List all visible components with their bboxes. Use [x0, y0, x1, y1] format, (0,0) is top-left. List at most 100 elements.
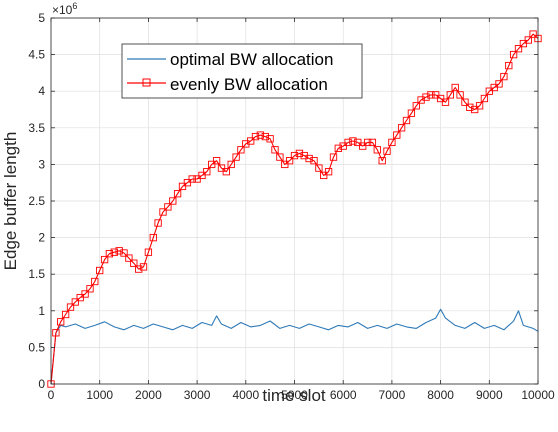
data-point-marker [232, 153, 240, 161]
x-tick-label: 1000 [86, 388, 113, 402]
x-tick-label: 3000 [184, 388, 211, 402]
x-tick-label: 5000 [281, 388, 308, 402]
data-point-marker [173, 190, 182, 198]
y-tick-label: 0.5 [28, 340, 45, 354]
data-point-marker [130, 259, 138, 267]
data-point-marker [514, 45, 523, 53]
x-tick-label: 6000 [330, 388, 357, 402]
data-point-marker [480, 94, 489, 103]
data-point-marker [247, 137, 255, 145]
data-point-marker [471, 105, 479, 114]
data-point-marker [212, 157, 221, 165]
data-point-marker [271, 146, 279, 154]
x-tick-label: 7000 [379, 388, 406, 402]
data-point-marker [110, 248, 118, 256]
x-tick-label: 2000 [135, 388, 162, 402]
y-tick-label: 3 [38, 157, 45, 171]
data-point-marker [237, 146, 245, 154]
series-group [47, 30, 542, 388]
data-point-marker [227, 160, 235, 169]
data-point-marker [164, 203, 172, 211]
data-point-marker [466, 103, 474, 111]
data-point-marker [115, 247, 123, 255]
data-point-marker [324, 168, 333, 176]
data-point-marker [61, 310, 70, 319]
data-point-marker [276, 153, 284, 161]
data-point-marker [461, 98, 469, 106]
data-point-marker [281, 160, 289, 169]
data-point-marker [91, 277, 99, 286]
x-tick-label: 0 [48, 388, 55, 402]
y-tick-label: 5 [38, 11, 45, 25]
data-point-marker [446, 91, 454, 99]
data-point-marker [339, 142, 347, 150]
data-point-marker [81, 290, 89, 298]
data-point-marker [422, 93, 430, 101]
y-tick-label: 4.5 [28, 48, 45, 62]
data-point-marker [66, 303, 75, 311]
data-point-marker [222, 168, 230, 176]
legend-box [121, 43, 363, 99]
data-point-marker [393, 131, 401, 139]
data-point-marker [159, 208, 167, 216]
data-point-marker [368, 138, 377, 147]
data-point-marker [436, 94, 445, 103]
data-point-marker [120, 249, 128, 257]
series-line-optimal [50, 308, 539, 385]
data-point-marker [208, 160, 216, 169]
x-tick-label: 4000 [232, 388, 259, 402]
data-point-marker [329, 153, 338, 161]
data-point-marker [354, 138, 362, 147]
data-point-marker [359, 142, 367, 150]
y-tick-label: 3.5 [28, 121, 45, 135]
data-point-marker [315, 164, 323, 172]
data-point-marker [188, 175, 196, 183]
data-point-marker [397, 124, 406, 132]
data-point-marker [251, 132, 260, 141]
y-exponent-label: ×106 [52, 1, 77, 17]
data-point-marker [485, 87, 493, 95]
data-point-marker [505, 61, 513, 70]
data-point-marker [334, 144, 342, 152]
data-point-marker [96, 266, 104, 275]
data-point-marker [383, 147, 391, 155]
data-point-marker [285, 157, 294, 165]
data-point-marker [373, 146, 381, 154]
data-point-marker [57, 318, 65, 326]
x-tick-label: 10000 [521, 388, 555, 402]
data-point-marker [310, 157, 318, 165]
data-point-marker [183, 179, 192, 187]
data-point-marker [451, 83, 459, 92]
x-tick-label: 8000 [427, 388, 454, 402]
data-point-marker [378, 157, 386, 165]
data-point-marker [149, 233, 157, 242]
legend-label-optimal: optimal BW allocation [170, 50, 333, 69]
data-point-marker [139, 263, 148, 271]
data-point-marker [256, 131, 265, 139]
y-tick-label: 2.5 [28, 194, 45, 208]
data-point-marker [100, 255, 109, 264]
data-point-marker [388, 138, 396, 147]
data-point-marker [105, 250, 114, 258]
data-point-marker [295, 149, 304, 158]
legend: optimal BW allocation evenly BW allocati… [121, 43, 363, 99]
y-tick-label: 1 [38, 304, 45, 318]
y-tick-label: 4 [38, 84, 45, 98]
data-point-marker [509, 50, 518, 59]
y-tick-label: 1.5 [28, 267, 45, 281]
x-tick-label: 9000 [476, 388, 503, 402]
data-point-marker [524, 36, 532, 44]
data-point-marker [456, 91, 464, 99]
data-point-marker [178, 182, 187, 191]
data-point-marker [427, 91, 435, 99]
data-point-marker [198, 171, 206, 180]
data-point-marker [135, 265, 143, 273]
data-point-marker [529, 30, 537, 38]
data-point-marker [169, 197, 177, 205]
data-point-marker [144, 248, 153, 256]
data-point-marker [349, 137, 357, 145]
data-point-marker [203, 168, 211, 176]
data-point-marker [261, 132, 269, 141]
data-point-marker [320, 171, 328, 180]
